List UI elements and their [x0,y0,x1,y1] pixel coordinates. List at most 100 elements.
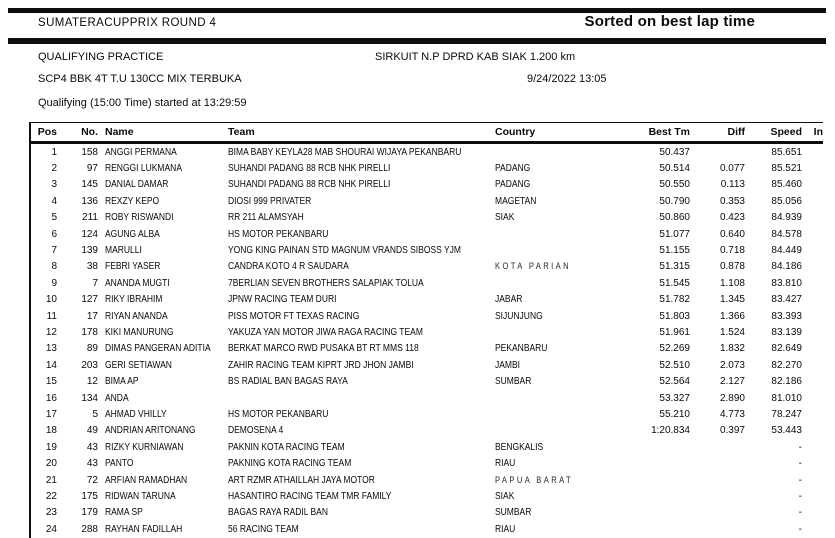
cell-no: 158 [81,146,98,158]
cell-name: ANDRIAN ARITONANG [98,425,221,436]
cell-team: ART RZMR ATHAILLAH JAYA MOTOR [221,475,488,486]
cell-diff: 2.073 [719,359,745,371]
cell-name: ANDA [98,393,221,404]
cell-name: KIKI MANURUNG [98,327,221,338]
cell-text: RIYAN ANANDA [105,310,168,322]
cell-pos: 3 [51,179,57,191]
cell-diff: 0.077 [719,163,745,175]
session-started-note: Qualifying (15:00 Time) started at 13:29… [38,97,247,109]
column-header-in: In [813,126,823,138]
table-row: 17 5 AHMAD VHILLY HS MOTOR PEKANBARU 55.210 4… [30,406,823,422]
cell-speed: 82.186 [771,376,802,388]
cell-speed: 81.010 [771,392,802,404]
cell-pos: 10 [45,294,57,306]
cell-diff: 0.397 [719,425,745,437]
table-row: 7 139 MARULLI YONG KING PAINAN STD MAGNUM V… [30,242,823,258]
cell-text: SIJUNJUNG [495,310,543,322]
cell-pos: 19 [45,441,57,453]
cell-pos: 4 [51,195,57,207]
results-header-row: Pos No. Name Team Country Best Tm Diff Speed In [30,122,823,144]
cell-team: BAGAS RAYA RADIL BAN [221,507,488,518]
cell-speed: 83.427 [771,294,802,306]
cell-pos: 20 [45,458,57,470]
cell-speed: - [798,523,802,535]
cell-text: PANTO [105,458,134,470]
cell-name: BIMA AP [98,376,221,387]
cell-country: PADANG [488,163,603,174]
cell-name: ANGGI PERMANA [98,147,221,158]
cell-pos: 6 [51,228,57,240]
cell-diff: 1.345 [719,294,745,306]
cell-best_tm: 51.803 [659,310,690,322]
column-header-name: Name [105,126,134,138]
cell-no: 179 [81,507,98,519]
cell-best_tm: 50.437 [659,146,690,158]
cell-name: RAYHAN FADILLAH [98,524,221,535]
column-header-best_tm: Best Tm [648,126,690,138]
cell-diff: 1.108 [719,277,745,289]
cell-text: BAGAS RAYA RADIL BAN [228,507,328,519]
results-body: 1 158 ANGGI PERMANA BIMA BABY KEYLA28 MAB S… [30,144,823,537]
cell-name: RIZKY KURNIAWAN [98,442,221,453]
cell-best_tm: 50.550 [659,179,690,191]
cell-text: RIKY IBRAHIM [105,294,163,306]
cell-best_tm: 51.155 [659,245,690,257]
cell-name: GERI SETIAWAN [98,360,221,371]
cell-text: PAKNIN KOTA RACING TEAM [228,441,345,453]
cell-team: BIMA BABY KEYLA28 MAB SHOURAI WIJAYA PEK… [221,147,488,158]
cell-text: ANDA [105,392,129,404]
column-header-pos: Pos [37,126,57,138]
table-row: 1 158 ANGGI PERMANA BIMA BABY KEYLA28 MAB S… [30,144,823,160]
cell-name: FEBRI YASER [98,261,221,272]
cell-no: 145 [81,179,98,191]
cell-text: SUHANDI PADANG 88 RCB NHK PIRELLI [228,179,391,191]
cell-no: 17 [86,310,98,322]
cell-no: 124 [81,228,98,240]
cell-text: RIDWAN TARUNA [105,490,176,502]
table-row: 10 127 RIKY IBRAHIM JPNW RACING TEAM DURI JA… [30,292,823,308]
cell-pos: 21 [45,474,57,486]
header-rule-bar [8,38,826,44]
cell-text: REXZY KEPO [105,195,160,207]
cell-speed: - [798,441,802,453]
cell-team: SUHANDI PADANG 88 RCB NHK PIRELLI [221,163,488,174]
table-row: 8 38 FEBRI YASER CANDRA KOTO 4 R SAUDARA KOT… [30,259,823,275]
cell-text: PAKNING KOTA RACING TEAM [228,458,352,470]
cell-no: 139 [81,245,98,257]
cell-team: DIOSI 999 PRIVATER [221,196,488,207]
cell-country: MAGETAN [488,196,603,207]
cell-text: ARFIAN RAMADHAN [105,474,188,486]
cell-speed: - [798,474,802,486]
cell-text: PEKANBARU [495,343,548,355]
cell-diff: 4.773 [719,408,745,420]
column-header-speed: Speed [770,126,802,138]
cell-speed: 84.449 [771,245,802,257]
table-row: 22 175 RIDWAN TARUNA HASANTIRO RACING TEAM … [30,488,823,504]
cell-best_tm: 51.077 [659,228,690,240]
cell-speed: 53.443 [771,425,802,437]
cell-best_tm: 52.510 [659,359,690,371]
table-row: 13 89 DIMAS PANGERAN ADITIA BERKAT MARCO RW… [30,341,823,357]
column-header-team: Team [228,126,255,138]
cell-no: 288 [81,523,98,535]
cell-best_tm: 50.860 [659,212,690,224]
cell-pos: 18 [45,425,57,437]
cell-text: RIAU [495,458,516,470]
cell-text: KOTA PARIAN [495,261,571,273]
cell-text: HASANTIRO RACING TEAM TMR FAMILY [228,490,392,502]
cell-best_tm: 51.782 [659,294,690,306]
cell-diff: 0.423 [719,212,745,224]
cell-no: 136 [81,195,98,207]
top-rule-bar [8,8,826,13]
cell-diff: 1.524 [719,326,745,338]
cell-speed: - [798,458,802,470]
cell-pos: 1 [51,146,57,158]
cell-speed: - [798,507,802,519]
cell-speed: 82.649 [771,343,802,355]
table-row: 5 211 ROBY RISWANDI RR 211 ALAMSYAH SIAK 50.8… [30,210,823,226]
cell-speed: 78.247 [771,408,802,420]
cell-speed: 85.460 [771,179,802,191]
cell-text: SIAK [495,490,515,502]
cell-name: RIDWAN TARUNA [98,491,221,502]
